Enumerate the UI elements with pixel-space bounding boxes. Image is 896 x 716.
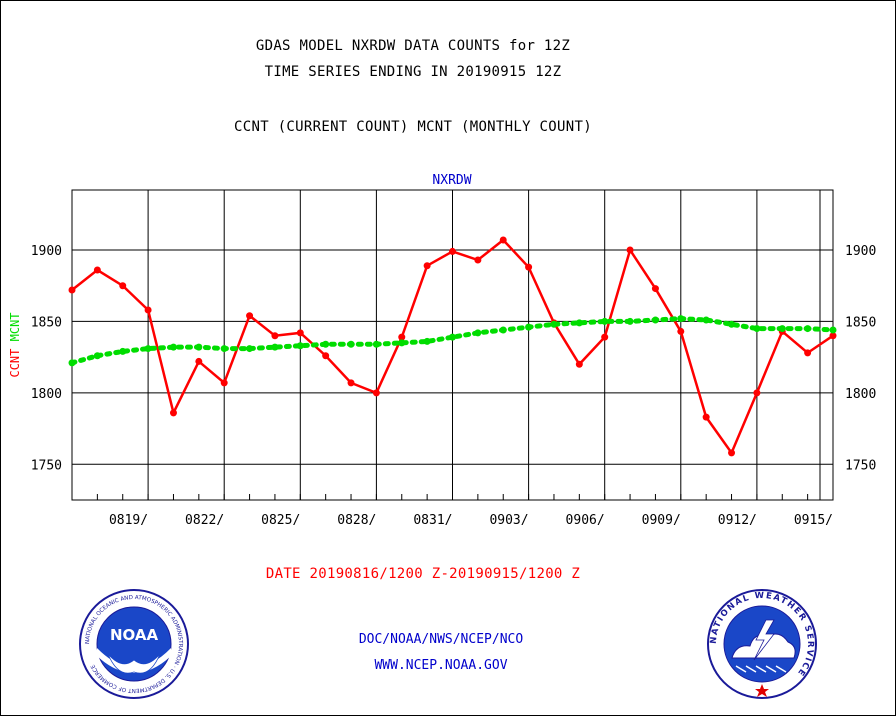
x-tick-label: 0828/	[337, 513, 376, 528]
website-line: WWW.NCEP.NOAA.GOV	[374, 658, 508, 673]
point-mcnt	[296, 342, 304, 350]
point-ccnt	[626, 246, 634, 254]
nws-logo-icon: NATIONAL WEATHER SERVICE	[707, 589, 817, 699]
point-ccnt	[829, 332, 837, 340]
point-ccnt	[296, 329, 304, 337]
point-mcnt	[322, 340, 330, 348]
point-ccnt	[220, 379, 228, 387]
x-tick-label: 0822/	[185, 513, 224, 528]
y-tick-label-left: 1800	[31, 387, 62, 402]
point-ccnt	[119, 282, 127, 290]
point-mcnt	[271, 343, 279, 351]
x-tick-label: 0906/	[566, 513, 605, 528]
point-mcnt	[449, 333, 456, 341]
y-tick-label-right: 1750	[845, 458, 876, 473]
point-ccnt	[651, 285, 659, 293]
point-ccnt	[575, 360, 583, 368]
point-mcnt	[677, 315, 685, 323]
point-ccnt	[423, 262, 431, 270]
x-tick-label: 0909/	[642, 513, 681, 528]
y-axis-label: CCNT MCNT	[8, 312, 22, 377]
point-mcnt	[525, 323, 533, 331]
agency-line: DOC/NOAA/NWS/NCEP/NCO	[358, 632, 524, 647]
point-mcnt	[169, 343, 177, 351]
y-axis-label-ccnt: CCNT	[8, 349, 22, 378]
point-ccnt	[169, 409, 177, 417]
point-ccnt	[195, 357, 203, 365]
point-ccnt	[702, 413, 710, 421]
y-axis-label-mcnt: MCNT	[8, 312, 22, 348]
point-ccnt	[804, 349, 812, 357]
y-tick-label-left: 1900	[31, 244, 62, 259]
point-ccnt	[372, 389, 380, 397]
point-ccnt	[499, 236, 507, 244]
date-range-label: DATE 20190816/1200 Z-20190915/1200 Z	[265, 566, 581, 582]
point-ccnt	[93, 266, 101, 274]
point-ccnt	[474, 256, 482, 264]
point-ccnt	[271, 332, 279, 340]
point-ccnt	[347, 379, 355, 387]
point-mcnt	[702, 316, 710, 324]
point-ccnt	[449, 247, 456, 255]
point-mcnt	[246, 345, 254, 353]
point-mcnt	[829, 326, 837, 334]
point-mcnt	[753, 325, 761, 333]
point-ccnt	[68, 286, 76, 294]
x-tick-label: 0825/	[261, 513, 300, 528]
point-mcnt	[372, 340, 380, 348]
chart-title-line2: TIME SERIES ENDING IN 20190915 12Z	[264, 64, 562, 80]
point-ccnt	[144, 306, 152, 314]
plot-title: NXRDW	[432, 173, 472, 188]
point-mcnt	[778, 325, 786, 333]
point-mcnt	[347, 340, 355, 348]
x-tick-label: 0912/	[718, 513, 757, 528]
point-mcnt	[68, 359, 76, 367]
point-mcnt	[499, 326, 507, 334]
y-tick-label-right: 1900	[845, 244, 876, 259]
point-mcnt	[119, 347, 127, 355]
point-ccnt	[601, 333, 609, 341]
point-mcnt	[144, 345, 152, 353]
point-mcnt	[651, 316, 659, 324]
point-mcnt	[575, 319, 583, 327]
point-ccnt	[677, 327, 685, 335]
y-tick-label-right: 1850	[845, 315, 876, 330]
x-tick-label: 0831/	[413, 513, 452, 528]
point-ccnt	[728, 449, 736, 457]
point-mcnt	[398, 339, 406, 347]
point-ccnt	[525, 263, 533, 271]
point-mcnt	[220, 345, 228, 353]
point-mcnt	[728, 320, 736, 328]
y-tick-label-left: 1850	[31, 315, 62, 330]
point-mcnt	[601, 317, 609, 325]
point-mcnt	[195, 343, 203, 351]
y-tick-label-left: 1750	[31, 458, 62, 473]
x-tick-label: 0915/	[794, 513, 833, 528]
point-mcnt	[626, 317, 634, 325]
noaa-logo-icon: NOAA NATIONAL OCEANIC AND ATMOSPHERIC AD…	[79, 589, 189, 699]
x-tick-label: 0903/	[489, 513, 528, 528]
point-ccnt	[246, 312, 254, 320]
point-ccnt	[322, 352, 330, 360]
chart-subtitle: CCNT (CURRENT COUNT) MCNT (MONTHLY COUNT…	[234, 119, 592, 135]
point-ccnt	[398, 333, 406, 341]
point-mcnt	[423, 337, 431, 345]
noaa-logo-text: NOAA	[110, 626, 159, 644]
point-mcnt	[93, 352, 101, 360]
point-mcnt	[804, 325, 812, 333]
chart-title-line1: GDAS MODEL NXRDW DATA COUNTS for 12Z	[255, 38, 571, 54]
point-ccnt	[753, 389, 761, 397]
point-mcnt	[474, 329, 482, 337]
y-tick-label-right: 1800	[845, 387, 876, 402]
x-tick-label: 0819/	[109, 513, 148, 528]
point-mcnt	[550, 320, 558, 328]
